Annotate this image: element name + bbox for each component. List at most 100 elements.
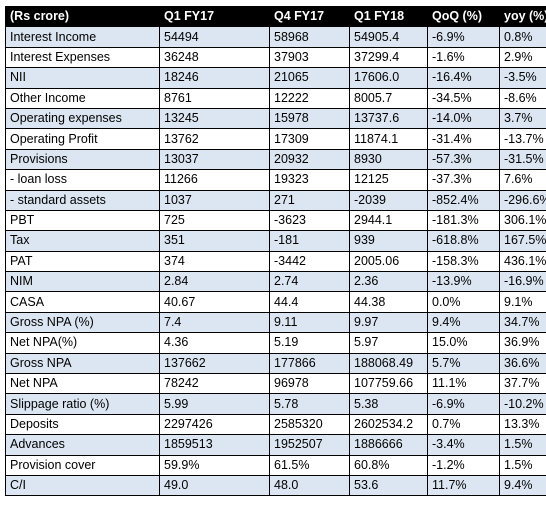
cell-yoy: 0.8%: [499, 26, 546, 48]
cell-qoq: -6.9%: [427, 393, 500, 415]
cell-q4-fy17: -3623: [269, 209, 350, 232]
cell-q1-fy17: 13245: [159, 107, 270, 130]
cell-yoy: 306.1%: [499, 209, 546, 232]
cell-q4-fy17: 19323: [269, 169, 350, 191]
cell-qoq: 0.7%: [427, 413, 500, 436]
cell-q1-fy17: 36248: [159, 46, 270, 69]
cell-qoq: -34.5%: [427, 87, 500, 109]
cell-q1-fy17: 54494: [159, 26, 270, 48]
cell-yoy: 37.7%: [499, 373, 546, 395]
cell-q4-fy17: 20932: [269, 148, 350, 171]
cell-q1-fy18: 2005.06: [349, 250, 428, 273]
cell-q4-fy17: 15978: [269, 107, 350, 130]
table-row: NII 18246 21065 17606.0 -16.4% -3.5%: [5, 67, 546, 89]
cell-q1-fy17: 4.36: [159, 332, 270, 354]
cell-qoq: -1.6%: [427, 46, 500, 69]
cell-yoy: 36.9%: [499, 332, 546, 354]
cell-q1-fy18: 8005.7: [349, 87, 428, 109]
cell-q1-fy18: 37299.4: [349, 46, 428, 69]
cell-q4-fy17: 9.11: [269, 311, 350, 334]
table-row: PAT 374 -3442 2005.06 -158.3% 436.1%: [5, 250, 546, 273]
cell-q1-fy18: 13737.6: [349, 107, 428, 130]
cell-q1-fy17: 13762: [159, 128, 270, 150]
cell-yoy: 34.7%: [499, 311, 546, 334]
cell-qoq: 11.7%: [427, 474, 500, 497]
table-row: - loan loss 11266 19323 12125 -37.3% 7.6%: [5, 169, 546, 191]
financial-results-table-container: (Rs crore) Q1 FY17 Q4 FY17 Q1 FY18 QoQ (…: [5, 5, 546, 497]
cell-q1-fy18: 939: [349, 230, 428, 252]
cell-yoy: -13.7%: [499, 128, 546, 150]
cell-yoy: -16.9%: [499, 271, 546, 293]
cell-q1-fy17: 13037: [159, 148, 270, 171]
cell-qoq: 15.0%: [427, 332, 500, 354]
cell-yoy: 36.6%: [499, 352, 546, 375]
cell-metric: Interest Expenses: [5, 46, 160, 69]
cell-qoq: -6.9%: [427, 26, 500, 48]
cell-qoq: -158.3%: [427, 250, 500, 273]
cell-q1-fy17: 5.99: [159, 393, 270, 415]
cell-q1-fy17: 374: [159, 250, 270, 273]
cell-q1-fy17: 725: [159, 209, 270, 232]
header-row: (Rs crore) Q1 FY17 Q4 FY17 Q1 FY18 QoQ (…: [5, 5, 546, 28]
cell-q4-fy17: -181: [269, 230, 350, 252]
cell-metric: Advances: [5, 434, 160, 456]
cell-q4-fy17: 2585320: [269, 413, 350, 436]
cell-q1-fy17: 49.0: [159, 474, 270, 497]
cell-qoq: -852.4%: [427, 189, 500, 211]
cell-q1-fy18: 2602534.2: [349, 413, 428, 436]
cell-q4-fy17: 21065: [269, 67, 350, 89]
cell-yoy: 13.3%: [499, 413, 546, 436]
cell-q1-fy17: 137662: [159, 352, 270, 375]
table-row: Tax 351 -181 939 -618.8% 167.5%: [5, 230, 546, 252]
cell-yoy: -10.2%: [499, 393, 546, 415]
cell-metric: - loan loss: [5, 169, 160, 191]
cell-metric: Operating expenses: [5, 107, 160, 130]
table-row: - standard assets 1037 271 -2039 -852.4% -296…: [5, 189, 546, 211]
cell-yoy: 167.5%: [499, 230, 546, 252]
cell-metric: C/I: [5, 474, 160, 497]
cell-metric: CASA: [5, 291, 160, 313]
cell-metric: Deposits: [5, 413, 160, 436]
cell-q1-fy17: 7.4: [159, 311, 270, 334]
cell-q4-fy17: 1952507: [269, 434, 350, 456]
cell-q4-fy17: 271: [269, 189, 350, 211]
cell-qoq: 0.0%: [427, 291, 500, 313]
header-cell-q1-fy17: Q1 FY17: [159, 5, 270, 28]
cell-q1-fy18: 5.38: [349, 393, 428, 415]
cell-metric: Slippage ratio (%): [5, 393, 160, 415]
cell-q1-fy18: 17606.0: [349, 67, 428, 89]
cell-q1-fy18: 54905.4: [349, 26, 428, 48]
cell-metric: Gross NPA: [5, 352, 160, 375]
cell-metric: Other Income: [5, 87, 160, 109]
cell-yoy: 9.1%: [499, 291, 546, 313]
cell-qoq: -181.3%: [427, 209, 500, 232]
table-row: Deposits 2297426 2585320 2602534.2 0.7% 13.3%: [5, 413, 546, 436]
header-cell-q1-fy18: Q1 FY18: [349, 5, 428, 28]
table-row: Gross NPA 137662 177866 188068.49 5.7% 36.6%: [5, 352, 546, 375]
table-row: Gross NPA (%) 7.4 9.11 9.97 9.4% 34.7%: [5, 311, 546, 334]
cell-q1-fy17: 2297426: [159, 413, 270, 436]
cell-q1-fy17: 8761: [159, 87, 270, 109]
cell-q4-fy17: 2.74: [269, 271, 350, 293]
cell-metric: Provision cover: [5, 454, 160, 476]
cell-metric: PBT: [5, 209, 160, 232]
cell-qoq: 5.7%: [427, 352, 500, 375]
table-row: Advances 1859513 1952507 1886666 -3.4% 1.5%: [5, 434, 546, 456]
table-row: C/I 49.0 48.0 53.6 11.7% 9.4%: [5, 474, 546, 497]
cell-metric: PAT: [5, 250, 160, 273]
cell-qoq: -57.3%: [427, 148, 500, 171]
cell-yoy: -8.6%: [499, 87, 546, 109]
cell-yoy: -3.5%: [499, 67, 546, 89]
cell-q1-fy18: 11874.1: [349, 128, 428, 150]
table-row: CASA 40.67 44.4 44.38 0.0% 9.1%: [5, 291, 546, 313]
table-body: Interest Income 54494 58968 54905.4 -6.9% 0.8…: [5, 26, 546, 497]
cell-yoy: 1.5%: [499, 454, 546, 476]
cell-q1-fy17: 1037: [159, 189, 270, 211]
cell-q1-fy18: 188068.49: [349, 352, 428, 375]
cell-qoq: -14.0%: [427, 107, 500, 130]
cell-metric: Operating Profit: [5, 128, 160, 150]
table-row: NIM 2.84 2.74 2.36 -13.9% -16.9%: [5, 271, 546, 293]
cell-q4-fy17: 44.4: [269, 291, 350, 313]
cell-yoy: 1.5%: [499, 434, 546, 456]
table-row: Interest Expenses 36248 37903 37299.4 -1.6% 2…: [5, 46, 546, 69]
